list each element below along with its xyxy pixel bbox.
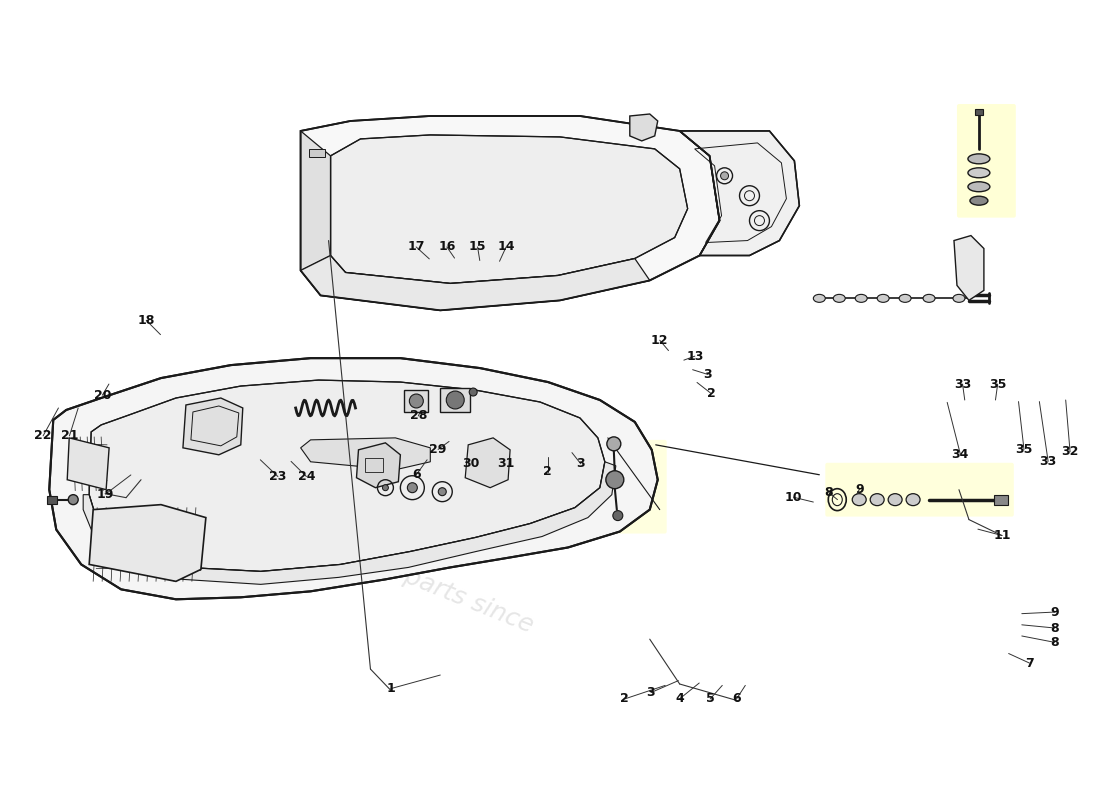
- Ellipse shape: [855, 294, 867, 302]
- Text: 17: 17: [407, 241, 425, 254]
- Text: 6: 6: [411, 469, 420, 482]
- Text: 32: 32: [1062, 446, 1079, 458]
- Circle shape: [409, 394, 424, 408]
- Text: 2: 2: [543, 466, 552, 478]
- Circle shape: [613, 510, 623, 521]
- Text: 15: 15: [469, 241, 486, 254]
- Text: 23: 23: [270, 470, 287, 483]
- Ellipse shape: [813, 294, 825, 302]
- Polygon shape: [50, 358, 658, 599]
- Ellipse shape: [877, 294, 889, 302]
- Text: 9: 9: [1050, 606, 1059, 618]
- Text: 20: 20: [94, 389, 111, 402]
- Text: 3: 3: [647, 686, 656, 699]
- Text: 21: 21: [60, 430, 78, 442]
- Ellipse shape: [953, 294, 965, 302]
- Text: 3: 3: [704, 368, 713, 381]
- Text: 31: 31: [497, 458, 515, 470]
- Text: 8: 8: [1050, 636, 1059, 649]
- Polygon shape: [300, 116, 719, 310]
- Text: 18: 18: [138, 314, 155, 326]
- Text: 33: 33: [1040, 455, 1057, 468]
- Text: 2: 2: [620, 693, 629, 706]
- Polygon shape: [89, 380, 605, 571]
- Text: 16: 16: [438, 241, 455, 254]
- Ellipse shape: [834, 294, 845, 302]
- Bar: [405, 390, 428, 412]
- Ellipse shape: [852, 494, 866, 506]
- Ellipse shape: [888, 494, 902, 506]
- Ellipse shape: [906, 494, 920, 506]
- Text: a passion for parts since: a passion for parts since: [244, 501, 537, 638]
- Ellipse shape: [968, 168, 990, 178]
- FancyBboxPatch shape: [825, 462, 1014, 517]
- Polygon shape: [356, 443, 400, 488]
- Text: 22: 22: [34, 430, 52, 442]
- Polygon shape: [300, 438, 430, 470]
- Text: 14: 14: [497, 241, 515, 254]
- Text: 4: 4: [675, 693, 684, 706]
- Ellipse shape: [923, 294, 935, 302]
- Text: 6: 6: [733, 693, 740, 706]
- Text: 11: 11: [993, 529, 1011, 542]
- Text: 29: 29: [429, 443, 447, 456]
- Bar: [975, 109, 983, 115]
- Bar: [994, 494, 1008, 505]
- Polygon shape: [465, 438, 510, 488]
- Ellipse shape: [968, 182, 990, 192]
- Circle shape: [68, 494, 78, 505]
- Text: 3: 3: [576, 458, 585, 470]
- Text: 12: 12: [651, 334, 669, 346]
- Circle shape: [720, 172, 728, 180]
- Polygon shape: [183, 398, 243, 455]
- Text: 9: 9: [855, 482, 864, 496]
- Text: 30: 30: [462, 458, 480, 470]
- Circle shape: [607, 437, 620, 451]
- Polygon shape: [84, 462, 616, 584]
- Polygon shape: [300, 255, 650, 310]
- Ellipse shape: [870, 494, 884, 506]
- FancyBboxPatch shape: [553, 440, 667, 534]
- Text: 7: 7: [1025, 657, 1034, 670]
- Ellipse shape: [899, 294, 911, 302]
- Polygon shape: [300, 131, 331, 270]
- Bar: [309, 149, 324, 157]
- Circle shape: [606, 470, 624, 489]
- Text: 13: 13: [686, 350, 704, 362]
- Text: 19: 19: [97, 487, 114, 501]
- Text: 35: 35: [989, 378, 1006, 390]
- Text: 8: 8: [1050, 622, 1059, 634]
- Text: 5: 5: [706, 693, 715, 706]
- Polygon shape: [630, 114, 658, 141]
- Circle shape: [447, 391, 464, 409]
- Polygon shape: [331, 135, 688, 283]
- Text: 10: 10: [784, 490, 802, 504]
- Polygon shape: [954, 235, 983, 300]
- Bar: [47, 496, 57, 504]
- Circle shape: [470, 388, 477, 396]
- Circle shape: [383, 485, 388, 490]
- Bar: [365, 458, 384, 472]
- Text: 1: 1: [386, 682, 395, 695]
- Circle shape: [407, 482, 417, 493]
- Circle shape: [438, 488, 447, 496]
- Polygon shape: [67, 438, 109, 490]
- Text: 28: 28: [409, 410, 427, 422]
- Bar: [440, 388, 470, 412]
- Text: euro: euro: [198, 371, 503, 589]
- Text: 24: 24: [298, 470, 316, 483]
- Text: 35: 35: [1015, 443, 1033, 456]
- Text: 33: 33: [954, 378, 971, 390]
- Text: 34: 34: [952, 448, 969, 461]
- Ellipse shape: [970, 196, 988, 205]
- Text: 8: 8: [824, 486, 833, 499]
- Polygon shape: [680, 131, 800, 255]
- Text: 2: 2: [707, 387, 716, 400]
- FancyBboxPatch shape: [957, 104, 1015, 218]
- Polygon shape: [89, 505, 206, 582]
- Ellipse shape: [968, 154, 990, 164]
